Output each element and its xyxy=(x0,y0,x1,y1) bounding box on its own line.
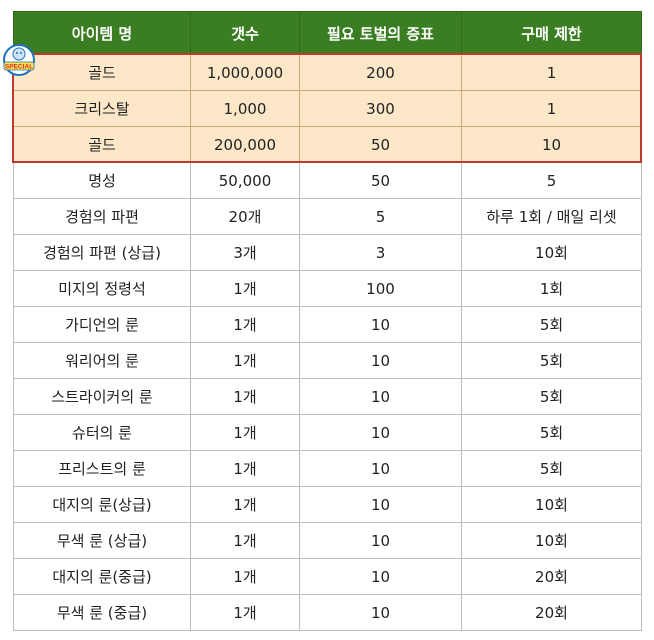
cell-quantity: 1개 xyxy=(190,558,300,595)
cell-purchase-limit: 10회 xyxy=(461,486,642,523)
cell-item-name: 대지의 룬(중급) xyxy=(13,558,191,595)
cell-quantity: 1개 xyxy=(190,414,300,451)
cell-item-name: 골드 xyxy=(13,54,191,91)
table-row: 스트라이커의 룬 1개 10 5회 xyxy=(13,378,642,415)
cell-quantity: 1개 xyxy=(190,342,300,379)
cell-item-name: 대지의 룬(상급) xyxy=(13,486,191,523)
cell-quantity: 1개 xyxy=(190,378,300,415)
cell-quantity: 1,000,000 xyxy=(190,54,300,91)
cell-purchase-limit: 1회 xyxy=(461,270,642,307)
cell-required-token: 5 xyxy=(299,198,462,235)
table-body: 골드 1,000,000 200 1 크리스탈 1,000 300 1 골드 200,000 50 1… xyxy=(13,54,642,631)
cell-item-name: 무색 룬 (상급) xyxy=(13,522,191,559)
cell-purchase-limit: 5회 xyxy=(461,342,642,379)
table-row: 무색 룬 (상급) 1개 10 10회 xyxy=(13,522,642,559)
cell-purchase-limit: 5회 xyxy=(461,414,642,451)
table-row: 슈터의 룬 1개 10 5회 xyxy=(13,414,642,451)
table-row: 경험의 파편 (상급) 3개 3 10회 xyxy=(13,234,642,271)
header-item-name: 아이템 명 xyxy=(13,11,191,55)
cell-quantity: 20개 xyxy=(190,198,300,235)
cell-item-name: 스트라이커의 룬 xyxy=(13,378,191,415)
cell-purchase-limit: 5 xyxy=(461,162,642,199)
shop-table: 아이템 명 갯수 필요 토벌의 증표 구매 제한 골드 1,000,000 200 1… xyxy=(13,11,642,631)
cell-item-name: 가디언의 룬 xyxy=(13,306,191,343)
table-row: 명성 50,000 50 5 xyxy=(13,162,642,199)
cell-required-token: 10 xyxy=(299,306,462,343)
table-row: 대지의 룬(중급) 1개 10 20회 xyxy=(13,558,642,595)
table-row: 크리스탈 1,000 300 1 xyxy=(13,90,642,127)
cell-required-token: 10 xyxy=(299,522,462,559)
header-quantity: 갯수 xyxy=(190,11,300,55)
table-row: 미지의 정령석 1개 100 1회 xyxy=(13,270,642,307)
cell-quantity: 1개 xyxy=(190,486,300,523)
cell-required-token: 10 xyxy=(299,594,462,631)
cell-quantity: 50,000 xyxy=(190,162,300,199)
cell-required-token: 3 xyxy=(299,234,462,271)
cell-item-name: 워리어의 룬 xyxy=(13,342,191,379)
cell-purchase-limit: 하루 1회 / 매일 리셋 xyxy=(461,198,642,235)
cell-purchase-limit: 20회 xyxy=(461,558,642,595)
cell-quantity: 1개 xyxy=(190,270,300,307)
table-row: 가디언의 룬 1개 10 5회 xyxy=(13,306,642,343)
table-row: 무색 룬 (중급) 1개 10 20회 xyxy=(13,594,642,631)
cell-item-name: 프리스트의 룬 xyxy=(13,450,191,487)
cell-quantity: 200,000 xyxy=(190,126,300,163)
cell-purchase-limit: 5회 xyxy=(461,306,642,343)
cell-purchase-limit: 1 xyxy=(461,90,642,127)
cell-required-token: 100 xyxy=(299,270,462,307)
table-row: 경험의 파편 20개 5 하루 1회 / 매일 리셋 xyxy=(13,198,642,235)
cell-purchase-limit: 20회 xyxy=(461,594,642,631)
cell-purchase-limit: 10 xyxy=(461,126,642,163)
header-required-token: 필요 토벌의 증표 xyxy=(299,11,462,55)
cell-purchase-limit: 10회 xyxy=(461,234,642,271)
cell-required-token: 50 xyxy=(299,126,462,163)
cell-item-name: 크리스탈 xyxy=(13,90,191,127)
cell-required-token: 300 xyxy=(299,90,462,127)
cell-required-token: 10 xyxy=(299,450,462,487)
cell-item-name: 경험의 파편 (상급) xyxy=(13,234,191,271)
table-row: 워리어의 룬 1개 10 5회 xyxy=(13,342,642,379)
cell-purchase-limit: 5회 xyxy=(461,378,642,415)
cell-required-token: 10 xyxy=(299,558,462,595)
cell-required-token: 10 xyxy=(299,378,462,415)
cell-quantity: 1,000 xyxy=(190,90,300,127)
cell-quantity: 3개 xyxy=(190,234,300,271)
cell-quantity: 1개 xyxy=(190,594,300,631)
table-row: 골드 1,000,000 200 1 xyxy=(13,54,642,91)
table-row: 골드 200,000 50 10 xyxy=(13,126,642,163)
cell-required-token: 10 xyxy=(299,342,462,379)
cell-item-name: 무색 룬 (중급) xyxy=(13,594,191,631)
cell-purchase-limit: 1 xyxy=(461,54,642,91)
cell-quantity: 1개 xyxy=(190,306,300,343)
cell-purchase-limit: 10회 xyxy=(461,522,642,559)
table-row: 프리스트의 룬 1개 10 5회 xyxy=(13,450,642,487)
cell-item-name: 슈터의 룬 xyxy=(13,414,191,451)
cell-item-name: 미지의 정령석 xyxy=(13,270,191,307)
cell-item-name: 골드 xyxy=(13,126,191,163)
table-header-row: 아이템 명 갯수 필요 토벌의 증표 구매 제한 xyxy=(13,11,642,55)
cell-item-name: 경험의 파편 xyxy=(13,198,191,235)
cell-required-token: 10 xyxy=(299,486,462,523)
cell-item-name: 명성 xyxy=(13,162,191,199)
cell-required-token: 10 xyxy=(299,414,462,451)
cell-required-token: 50 xyxy=(299,162,462,199)
cell-quantity: 1개 xyxy=(190,522,300,559)
cell-purchase-limit: 5회 xyxy=(461,450,642,487)
table-row: 대지의 룬(상급) 1개 10 10회 xyxy=(13,486,642,523)
cell-required-token: 200 xyxy=(299,54,462,91)
header-purchase-limit: 구매 제한 xyxy=(461,11,642,55)
cell-quantity: 1개 xyxy=(190,450,300,487)
